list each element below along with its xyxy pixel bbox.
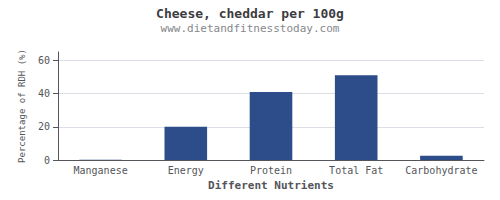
svg-text:60: 60 <box>38 55 50 66</box>
svg-text:Different Nutrients: Different Nutrients <box>208 179 334 192</box>
svg-text:Manganese: Manganese <box>74 165 128 176</box>
svg-text:20: 20 <box>38 121 50 132</box>
svg-text:Total Fat: Total Fat <box>329 165 383 176</box>
svg-text:Protein: Protein <box>250 165 292 176</box>
svg-text:0: 0 <box>44 155 50 166</box>
svg-text:Carbohydrate: Carbohydrate <box>405 165 477 176</box>
svg-text:Energy: Energy <box>168 165 204 176</box>
svg-text:40: 40 <box>38 88 50 99</box>
svg-text:Percentage of RDH (%): Percentage of RDH (%) <box>17 49 27 163</box>
svg-text:Cheese, cheddar per 100g: Cheese, cheddar per 100g <box>156 6 344 21</box>
svg-text:www.dietandfitnesstoday.com: www.dietandfitnesstoday.com <box>161 22 340 35</box>
